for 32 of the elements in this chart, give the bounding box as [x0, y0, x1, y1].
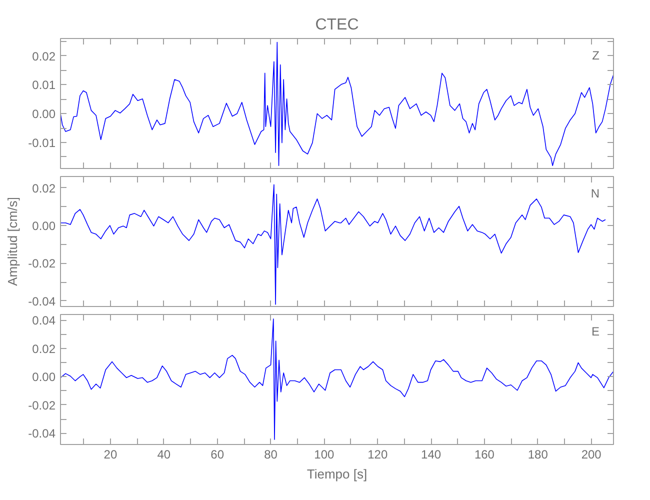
x-tick-label: 100	[314, 448, 335, 462]
y-tick-label: 0.02	[32, 49, 56, 64]
annotation: Z	[592, 48, 600, 62]
y-tick-label: 0.02	[32, 181, 56, 196]
y-tick-label: -0.02	[28, 398, 56, 412]
y-axis-title: Amplitud [cm/s]	[5, 197, 20, 286]
annotation: N	[590, 186, 600, 200]
y-tick-label: -0.02	[28, 256, 56, 271]
y-tick-label: 0.00	[32, 107, 56, 122]
x-tick-label: 40	[157, 448, 171, 462]
chart-title: CTEC	[315, 16, 359, 34]
y-tick-label: -0.01	[28, 136, 56, 150]
y-tick-label: 0.04	[32, 314, 56, 328]
y-tick-label: -0.04	[28, 426, 56, 441]
line-series	[60, 318, 614, 440]
y-tick-label: 0.00	[32, 370, 56, 384]
x-tick-label: 140	[421, 448, 442, 462]
y-tick-label: -0.04	[28, 294, 56, 308]
x-tick-label: 60	[210, 448, 224, 462]
annotation: E	[591, 324, 600, 338]
y-tick-label: 0.02	[32, 342, 56, 356]
x-tick-label: 180	[528, 448, 548, 462]
x-axis-title: Tiempo [s]	[306, 466, 368, 482]
x-tick-label: 120	[368, 448, 388, 462]
y-tick-label: 0.00	[32, 218, 56, 233]
x-tick-label: 160	[474, 448, 495, 462]
x-tick-label: 80	[264, 448, 278, 462]
x-tick-label: 200	[581, 448, 602, 462]
line-series	[60, 184, 606, 305]
line-series	[60, 42, 614, 166]
y-tick-label: 0.01	[32, 78, 56, 92]
x-tick-label: 20	[104, 448, 118, 462]
